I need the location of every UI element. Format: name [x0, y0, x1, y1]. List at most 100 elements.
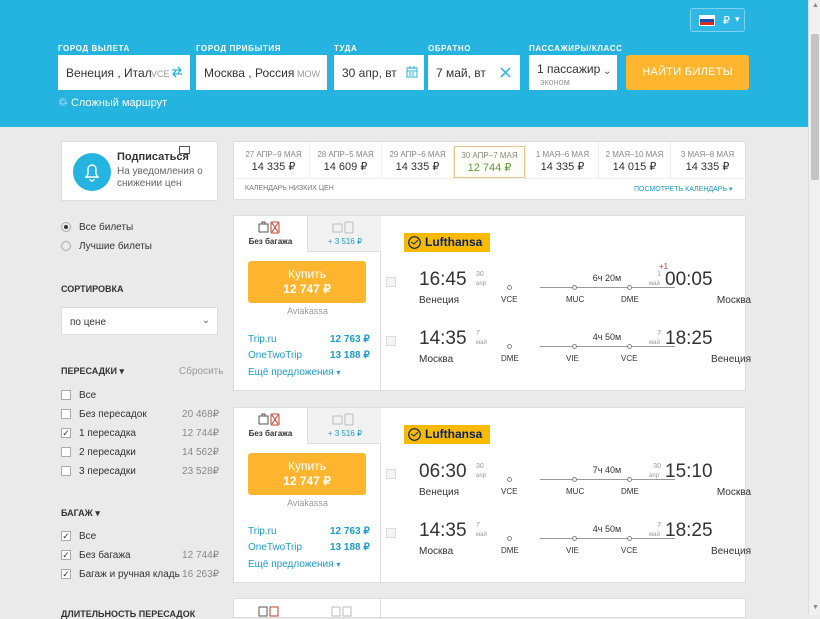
passengers-field[interactable]: 1 пассажир эконом ⌄ — [529, 55, 617, 90]
more-offers-link[interactable]: Ещё предложения ▾ — [248, 559, 340, 570]
offer-price[interactable]: 13 188 ₽ — [330, 350, 370, 361]
destination-field[interactable]: Москва , Россия MOW — [196, 55, 327, 90]
filter-option[interactable]: ✓ Багаж и ручная кладь 16 263₽ — [61, 569, 219, 583]
arrival-month: май — [649, 281, 660, 287]
scrollbar[interactable]: ▲ ▼ — [808, 0, 820, 615]
segment-checkbox[interactable] — [386, 336, 396, 346]
checkbox[interactable]: ✓ — [61, 569, 71, 579]
origin-field[interactable]: Венеция , Итал VCE — [58, 55, 190, 90]
arrival-time: 18:25 — [665, 328, 713, 349]
baggage-filter-title[interactable]: БАГАЖ ▾ — [61, 508, 100, 519]
calendar-cell[interactable]: 1 МАЯ–6 МАЯ 14 335 ₽ — [527, 146, 598, 178]
origin-code: VCE — [151, 69, 170, 79]
scroll-down-icon[interactable]: ▼ — [812, 604, 819, 611]
sort-select[interactable]: по цене ⌄ — [61, 307, 218, 335]
more-offers-link[interactable]: Ещё предложения ▾ — [248, 367, 340, 378]
view-calendar-link[interactable]: ПОСМОТРЕТЬ КАЛЕНДАРЬ ▾ — [634, 185, 733, 193]
offer-price[interactable]: 12 763 ₽ — [330, 334, 370, 345]
segment-checkbox[interactable] — [386, 528, 396, 538]
flight-segment: 16:45 30 апр Венеция 6ч 20м VCE MUC DME +1 1 май 00… — [417, 262, 777, 316]
tab-with-baggage[interactable]: + 3 516 ₽ — [307, 216, 381, 252]
checkbox[interactable]: ✓ — [61, 550, 71, 560]
departure-month: май — [476, 532, 487, 538]
language-currency-selector[interactable]: ₽ ▾ — [690, 8, 745, 32]
checkbox[interactable] — [61, 466, 71, 476]
ticket-card[interactable]: Без багажа + 3 516 ₽ Купить 12 747 ₽ Aviakas… — [233, 215, 751, 392]
buy-button[interactable]: Купить 12 747 ₽ — [248, 261, 366, 303]
stop-dot — [507, 536, 512, 541]
offer-agency-link[interactable]: OneTwoTrip — [248, 350, 303, 361]
tab-extra-price: + 3 516 ₽ — [327, 429, 363, 438]
stop-dot — [572, 344, 577, 349]
calendar-cell[interactable]: 29 АПР–6 МАЯ 14 335 ₽ — [382, 146, 453, 178]
best-tickets-radio[interactable]: Лучшие билеты — [61, 241, 219, 255]
offer-agency-link[interactable]: Trip.ru — [248, 526, 277, 537]
offer-agency-link[interactable]: OneTwoTrip — [248, 542, 303, 553]
calendar-icon[interactable] — [406, 66, 418, 78]
tab-no-baggage[interactable]: Без багажа — [234, 216, 307, 252]
offer-price[interactable]: 12 763 ₽ — [330, 526, 370, 537]
stop-dot — [507, 285, 512, 290]
checkbox[interactable] — [61, 390, 71, 400]
calendar-cell[interactable]: 28 АПР–5 МАЯ 14 609 ₽ — [310, 146, 381, 178]
all-tickets-radio[interactable]: Все билеты — [61, 222, 219, 236]
segment-checkbox[interactable] — [386, 277, 396, 287]
calendar-price: 14 015 ₽ — [612, 161, 657, 173]
filter-price: 14 562₽ — [182, 447, 219, 458]
ticket-card[interactable]: Без багажа + 3 516 ₽ Купить 12 747 ₽ Aviakas… — [233, 407, 751, 584]
flight-duration: 4ч 50м — [592, 332, 622, 342]
calendar-cell[interactable]: 2 МАЯ–10 МАЯ 14 015 ₽ — [599, 146, 670, 178]
filter-option[interactable]: Без пересадок 20 468₽ — [61, 409, 219, 423]
tab-with-baggage[interactable]: + 3 516 ₽ — [307, 408, 381, 444]
offer-agency-link[interactable]: Trip.ru — [248, 334, 277, 345]
filter-option[interactable]: Все — [61, 390, 219, 404]
all-tickets-label: Все билеты — [79, 222, 134, 233]
filter-price: 16 263₽ — [182, 569, 219, 580]
bag-icons-muted — [331, 606, 352, 617]
duration-filter-title[interactable]: ДЛИТЕЛЬНОСТЬ ПЕРЕСАДОК — [61, 609, 196, 619]
transfers-title: ПЕРЕСАДКИ — [61, 366, 117, 376]
tab-no-baggage[interactable]: Без багажа — [234, 408, 307, 444]
calendar-cell[interactable]: 3 МАЯ–8 МАЯ 14 335 ₽ — [672, 146, 743, 178]
segment-checkbox[interactable] — [386, 469, 396, 479]
ticket-card-partial[interactable] — [233, 598, 746, 619]
expand-chevron-icon[interactable]: ⌄ — [734, 296, 741, 305]
filter-option[interactable]: ✓ Без багажа 12 744₽ — [61, 550, 219, 564]
filter-option[interactable]: 2 пересадки 14 562₽ — [61, 447, 219, 461]
departure-month: май — [476, 340, 487, 346]
find-tickets-button[interactable]: НАЙТИ БИЛЕТЫ — [626, 55, 749, 90]
multi-route-link[interactable]: ♲ Сложный маршрут — [58, 96, 167, 109]
sort-value: по цене — [70, 317, 107, 328]
clear-icon[interactable] — [500, 67, 511, 78]
calendar-cell[interactable]: 27 АПР–9 МАЯ 14 335 ₽ — [238, 146, 309, 178]
airport-code: VCE — [621, 546, 638, 555]
reset-transfers-link[interactable]: Сбросить — [179, 366, 224, 377]
expand-chevron-icon[interactable]: ⌄ — [734, 488, 741, 497]
offer-price[interactable]: 13 188 ₽ — [330, 542, 370, 553]
checkbox[interactable]: ✓ — [61, 531, 71, 541]
return-date-field[interactable]: 7 май, вт — [428, 55, 520, 90]
airport-code: VIE — [566, 354, 579, 363]
filter-option[interactable]: ✓ 1 пересадка 12 744₽ — [61, 428, 219, 442]
scroll-up-icon[interactable]: ▲ — [812, 2, 819, 9]
buy-button[interactable]: Купить 12 747 ₽ — [248, 453, 366, 495]
subscribe-box[interactable]: Подписаться На уведомления о снижении це… — [61, 141, 218, 201]
depart-date-field[interactable]: 30 апр, вт — [334, 55, 424, 90]
checkbox[interactable] — [61, 447, 71, 457]
scrollbar-thumb[interactable] — [811, 34, 819, 180]
departure-month: апр — [476, 281, 486, 287]
swap-icon[interactable] — [171, 66, 183, 78]
filter-option[interactable]: 3 пересадки 23 528₽ — [61, 466, 219, 480]
filter-option[interactable]: ✓ Все — [61, 531, 219, 545]
calendar-cell[interactable]: 30 АПР–7 МАЯ 12 744 ₽ — [454, 146, 525, 178]
flight-segment: 06:30 30 апр Венеция 7ч 40м VCE MUC DME 30 апр 15:… — [417, 458, 777, 508]
filter-label: 2 пересадки — [79, 447, 136, 458]
best-tickets-label: Лучшие билеты — [79, 241, 152, 252]
checkbox[interactable]: ✓ — [61, 428, 71, 438]
stop-dot — [572, 285, 577, 290]
transfers-filter-title[interactable]: ПЕРЕСАДКИ ▾ — [61, 366, 124, 377]
arrival-month: апр — [649, 473, 659, 479]
airport-code: VCE — [501, 487, 518, 496]
checkbox[interactable] — [61, 409, 71, 419]
airport-code: MUC — [566, 487, 585, 496]
